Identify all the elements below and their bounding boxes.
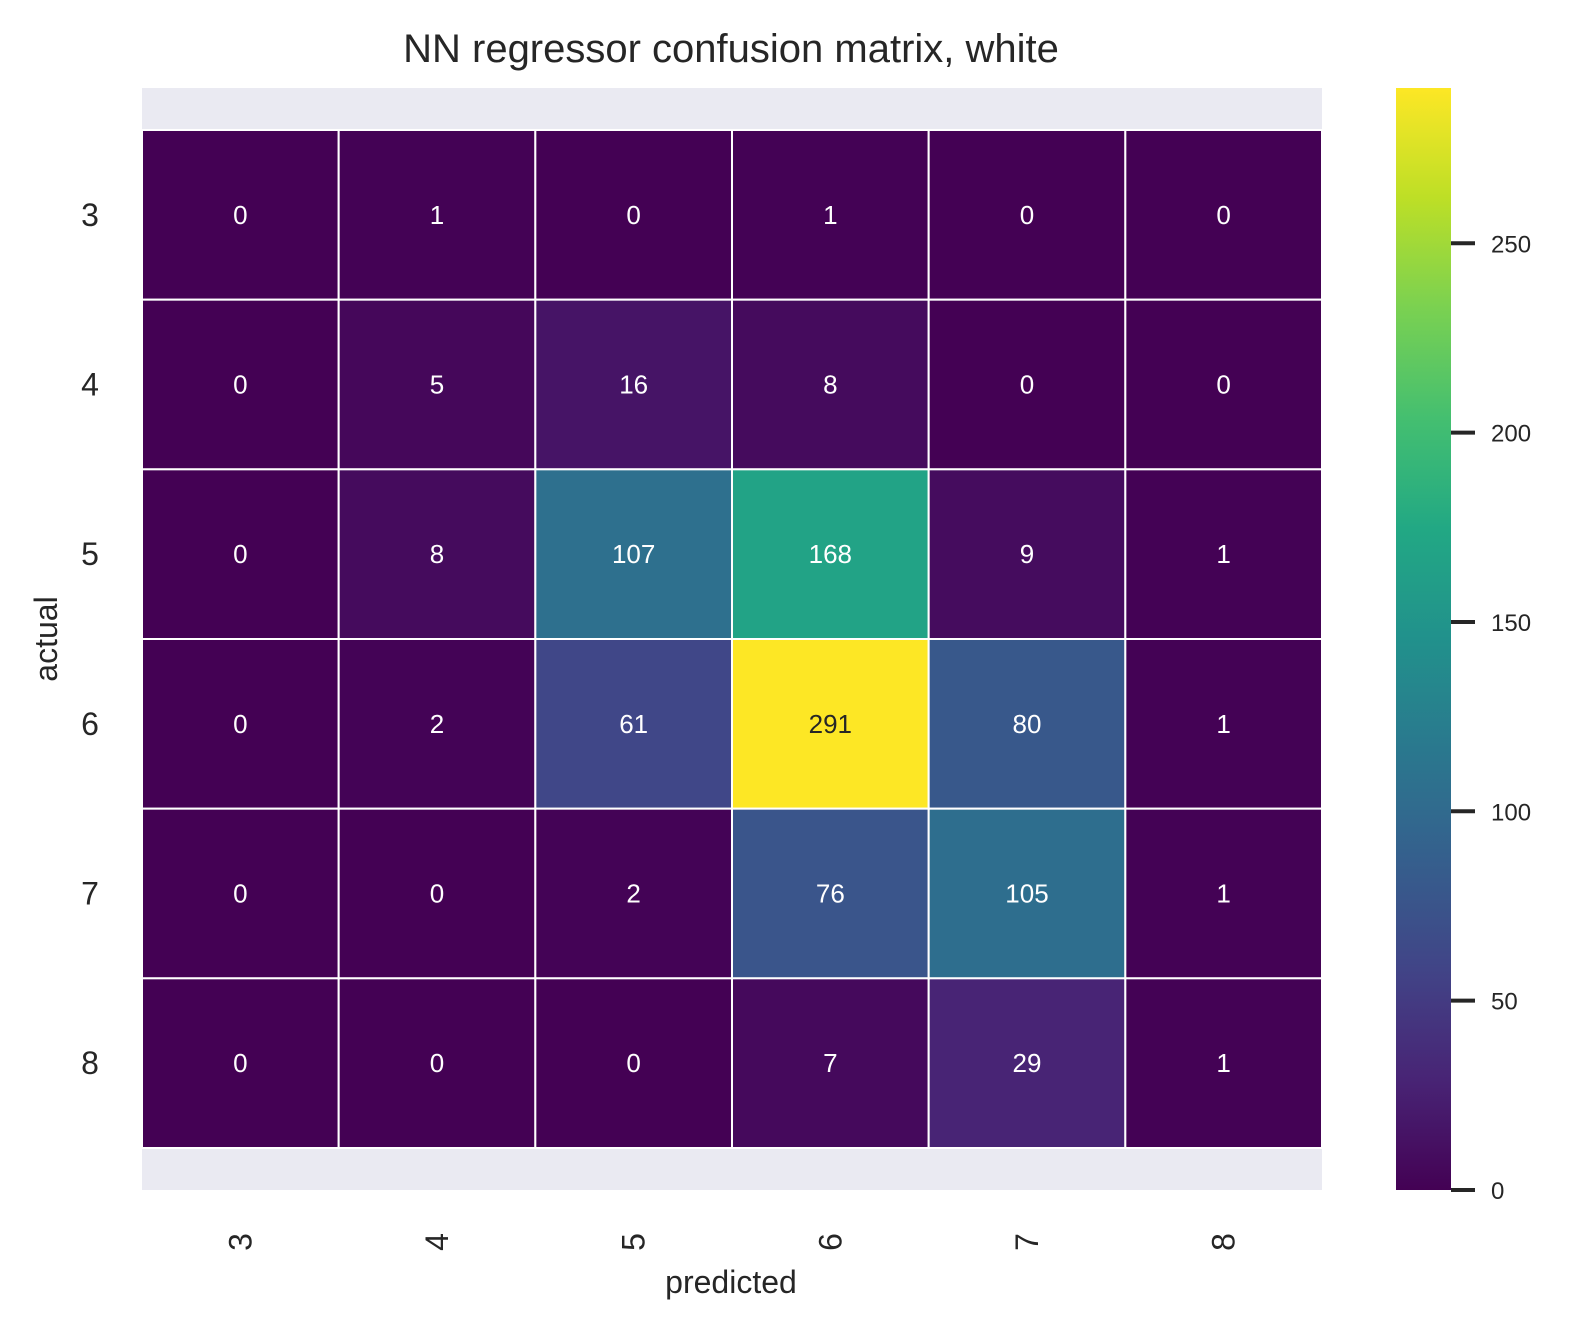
cell-annotation: 0 xyxy=(233,1048,247,1078)
y-tick-label: 3 xyxy=(81,197,99,233)
x-tick-label: 7 xyxy=(1009,1233,1045,1251)
cell-annotation: 8 xyxy=(823,370,837,400)
heatmap-cell xyxy=(534,129,733,301)
cell-annotation: 9 xyxy=(1020,539,1034,569)
x-tick-label: 6 xyxy=(812,1233,848,1251)
heatmap-cell xyxy=(927,977,1127,1149)
heatmap-cell xyxy=(731,638,930,810)
heatmap-cell xyxy=(927,638,1127,810)
cell-annotation: 1 xyxy=(430,200,444,230)
cell-annotation: 76 xyxy=(816,879,845,909)
heatmap-cell xyxy=(534,298,733,471)
cell-annotation: 2 xyxy=(430,709,444,739)
cell-annotation: 0 xyxy=(1020,370,1034,400)
colorbar-tick-label: 50 xyxy=(1491,989,1518,1016)
cell-annotation: 0 xyxy=(233,539,247,569)
heatmap-cell xyxy=(141,977,340,1149)
cell-annotation: 0 xyxy=(233,200,247,230)
heatmap-cell xyxy=(1124,298,1324,471)
y-tick-label: 4 xyxy=(81,367,99,403)
cell-annotation: 0 xyxy=(1020,200,1034,230)
heatmap-cell xyxy=(731,129,930,301)
cell-annotation: 1 xyxy=(1216,1048,1230,1078)
heatmap-cell xyxy=(1124,807,1324,980)
y-tick-label: 5 xyxy=(81,536,99,572)
x-tick-label: 3 xyxy=(222,1233,258,1251)
heatmap-cell xyxy=(337,807,537,980)
heatmap-cell xyxy=(141,129,340,301)
cell-annotation: 291 xyxy=(809,709,852,739)
heatmap-cell xyxy=(1124,638,1324,810)
cell-annotation: 80 xyxy=(1013,709,1042,739)
heatmap-cell xyxy=(927,468,1127,641)
heatmap-cell xyxy=(1124,468,1324,641)
cell-annotation: 0 xyxy=(430,879,444,909)
heatmap-cell xyxy=(337,638,537,810)
cell-annotation: 1 xyxy=(823,200,837,230)
heatmap-cell xyxy=(141,807,340,980)
colorbar-tick-label: 200 xyxy=(1491,421,1531,448)
colorbar-tick-label: 100 xyxy=(1491,799,1531,826)
heatmap-cell xyxy=(534,468,733,641)
cell-annotation: 0 xyxy=(430,1048,444,1078)
cell-annotation: 0 xyxy=(233,709,247,739)
cell-annotations: 0 1 0 1 0 00 5 16 8 0 00 8 107 168 9 10 2 61 291 80 10 0 2 76 10… xyxy=(233,200,1231,1078)
colorbar-tick-label: 250 xyxy=(1491,231,1531,258)
cell-annotation: 0 xyxy=(1216,200,1230,230)
heatmap-cell xyxy=(731,298,930,471)
heatmap-cell xyxy=(927,807,1127,980)
heatmap-cell xyxy=(337,298,537,471)
y-tick-labels: 3 4 5 6 7 8 xyxy=(81,197,99,1081)
colorbar-ticks: 0 50 100 150 200 250 xyxy=(1451,231,1531,1205)
cell-annotation: 5 xyxy=(430,370,444,400)
cell-annotation: 0 xyxy=(233,879,247,909)
colorbar-tick-label: 150 xyxy=(1491,610,1531,637)
heatmap-cells xyxy=(141,129,1324,1149)
cell-annotation: 0 xyxy=(1216,370,1230,400)
x-axis-label: predicted xyxy=(665,1264,797,1300)
cell-annotation: 0 xyxy=(626,1048,640,1078)
cell-annotation: 7 xyxy=(823,1048,837,1078)
colorbar-tick-label: 0 xyxy=(1491,1178,1504,1205)
heatmap-cell xyxy=(534,638,733,810)
y-tick-label: 7 xyxy=(81,876,99,912)
heatmap-cell xyxy=(337,129,537,301)
heatmap-cell xyxy=(141,468,340,641)
cell-annotation: 16 xyxy=(619,370,648,400)
cell-annotation: 1 xyxy=(1216,539,1230,569)
heatmap-cell xyxy=(731,977,930,1149)
cell-annotation: 105 xyxy=(1005,879,1048,909)
cell-annotation: 107 xyxy=(612,539,655,569)
y-axis-label: actual xyxy=(28,596,64,681)
heatmap-cell xyxy=(337,468,537,641)
heatmap-cell xyxy=(141,298,340,471)
cell-annotation: 8 xyxy=(430,539,444,569)
x-tick-label: 4 xyxy=(419,1233,455,1251)
heatmap-cell xyxy=(1124,977,1324,1149)
heatmap-cell xyxy=(141,638,340,810)
cell-annotation: 1 xyxy=(1216,879,1230,909)
cell-annotation: 29 xyxy=(1013,1048,1042,1078)
chart-title: NN regressor confusion matrix, white xyxy=(403,27,1059,71)
x-tick-label: 5 xyxy=(616,1233,652,1251)
cell-annotation: 0 xyxy=(626,200,640,230)
x-tick-labels: 3 4 5 6 7 8 xyxy=(222,1233,1241,1251)
cell-annotation: 61 xyxy=(619,709,648,739)
x-tick-label: 8 xyxy=(1206,1233,1242,1251)
y-tick-label: 8 xyxy=(81,1045,99,1081)
y-tick-label: 6 xyxy=(81,706,99,742)
heatmap-cell xyxy=(534,977,733,1149)
cell-annotation: 2 xyxy=(626,879,640,909)
heatmap-cell xyxy=(731,468,930,641)
cell-annotation: 0 xyxy=(233,370,247,400)
colorbar xyxy=(1396,88,1451,1190)
cell-annotation: 168 xyxy=(809,539,852,569)
cell-annotation: 1 xyxy=(1216,709,1230,739)
